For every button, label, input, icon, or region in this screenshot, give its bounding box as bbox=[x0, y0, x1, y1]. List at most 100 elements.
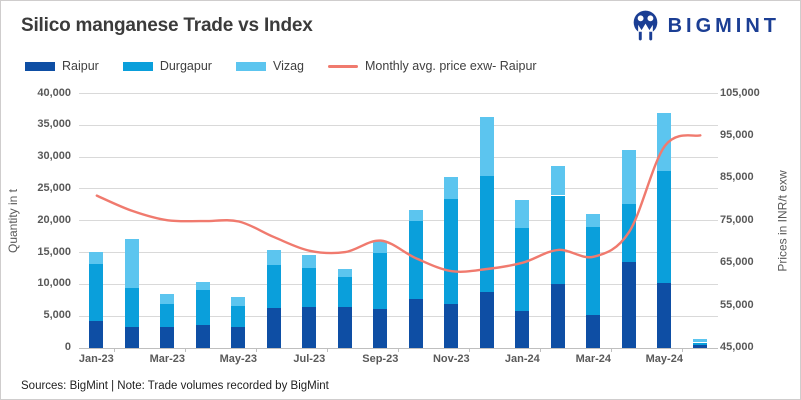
gridline bbox=[78, 124, 718, 126]
left-axis-tick-label: 30,000 bbox=[37, 150, 71, 163]
bar-segment-raipur bbox=[373, 309, 388, 348]
bar-segment-raipur bbox=[160, 327, 175, 348]
bigmint-icon bbox=[632, 10, 659, 44]
bar-segment-vizag bbox=[586, 213, 601, 227]
bar-segment-durgapur bbox=[231, 306, 246, 328]
price-line bbox=[95, 134, 701, 273]
bar-segment-durgapur bbox=[444, 198, 459, 304]
bar-segment-raipur bbox=[479, 292, 494, 348]
x-axis-tick bbox=[540, 348, 541, 352]
x-axis-tick bbox=[682, 348, 683, 352]
bar-segment-vizag bbox=[231, 296, 246, 307]
gridline bbox=[78, 220, 718, 222]
gridline bbox=[78, 315, 718, 317]
bar-segment-raipur bbox=[337, 307, 352, 348]
legend-item-raipur: Raipur bbox=[25, 59, 99, 73]
bar-segment-raipur bbox=[550, 283, 565, 348]
bar-segment-durgapur bbox=[515, 227, 530, 312]
x-axis-tick bbox=[185, 348, 186, 352]
x-axis-tick bbox=[469, 348, 470, 352]
price-line-chart bbox=[95, 134, 701, 273]
left-axis-tick-label: 10,000 bbox=[37, 277, 71, 290]
bar-segment-raipur bbox=[408, 299, 423, 348]
bar-segment-vizag bbox=[515, 199, 530, 228]
brand-logo: BIGMINT bbox=[630, 9, 780, 44]
bar-segment-raipur bbox=[657, 282, 672, 348]
bar-segment-vizag bbox=[657, 113, 672, 171]
bar-segment-vizag bbox=[160, 294, 175, 304]
bar-segment-vizag bbox=[479, 116, 494, 176]
x-axis-tick bbox=[398, 348, 399, 352]
legend-item-vizag: Vizag bbox=[235, 59, 304, 73]
bar-segment-raipur bbox=[266, 308, 281, 348]
bar-segment-raipur bbox=[231, 327, 246, 348]
bar-segment-raipur bbox=[586, 315, 601, 348]
source-note: Sources: BigMint | Note: Trade volumes r… bbox=[21, 380, 329, 392]
bar-segment-vizag bbox=[692, 339, 707, 343]
x-axis-label: Mar-24 bbox=[575, 353, 612, 365]
x-axis-label: May-24 bbox=[645, 353, 683, 365]
bar-segment-raipur bbox=[89, 320, 104, 348]
legend-label: Monthly avg. price exw- Raipur bbox=[365, 59, 537, 73]
right-axis-tick-label: 75,000 bbox=[720, 213, 754, 226]
gridline bbox=[78, 156, 718, 158]
bar-segment-durgapur bbox=[302, 268, 317, 308]
bar-segment-raipur bbox=[444, 303, 459, 348]
x-axis-label: Jan-24 bbox=[504, 353, 540, 365]
x-axis-label: Nov-23 bbox=[432, 353, 470, 365]
bar-segment-durgapur bbox=[550, 195, 565, 284]
left-axis-tick-label: 25,000 bbox=[37, 181, 71, 194]
bar-segment-durgapur bbox=[373, 252, 388, 310]
bar-segment-durgapur bbox=[266, 264, 281, 309]
bar-segment-durgapur bbox=[657, 170, 672, 283]
page-title: Silico manganese Trade vs Index bbox=[21, 15, 313, 36]
bar-segment-durgapur bbox=[692, 342, 707, 345]
vizag-swatch-icon bbox=[235, 61, 266, 71]
bar-segment-vizag bbox=[266, 249, 281, 265]
bar-segment-durgapur bbox=[124, 287, 139, 327]
left-axis-tick-label: 5,000 bbox=[43, 309, 71, 322]
bar-segment-durgapur bbox=[408, 220, 423, 300]
legend-label: Raipur bbox=[62, 59, 99, 73]
x-axis-label: Jan-23 bbox=[78, 353, 114, 365]
left-axis-tick-label: 15,000 bbox=[37, 245, 71, 258]
bar-segment-vizag bbox=[302, 255, 317, 268]
x-axis-tick bbox=[256, 348, 257, 352]
x-axis-label: Mar-23 bbox=[149, 353, 186, 365]
bar-segment-durgapur bbox=[479, 175, 494, 293]
left-axis-tick-label: 40,000 bbox=[37, 86, 71, 99]
bar-segment-durgapur bbox=[586, 226, 601, 316]
legend-item-durgapur: Durgapur bbox=[122, 59, 212, 73]
legend-label: Durgapur bbox=[159, 59, 212, 73]
bar-segment-vizag bbox=[124, 239, 139, 288]
bar-segment-vizag bbox=[195, 281, 210, 291]
x-axis-tick bbox=[327, 348, 328, 352]
bar-segment-vizag bbox=[337, 268, 352, 277]
bar-segment-vizag bbox=[550, 166, 565, 196]
x-axis-label: May-23 bbox=[219, 353, 257, 365]
legend-label: Vizag bbox=[272, 59, 304, 73]
x-axis-tick bbox=[114, 348, 115, 352]
legend: Raipur Durgapur Vizag Monthly avg. price… bbox=[25, 59, 537, 73]
left-axis-tick-label: 0 bbox=[64, 341, 71, 353]
bar-segment-raipur bbox=[621, 261, 636, 348]
bar-segment-raipur bbox=[195, 325, 210, 348]
bar-segment-vizag bbox=[89, 252, 104, 264]
bar-segment-raipur bbox=[515, 311, 530, 348]
bar-segment-durgapur bbox=[337, 276, 352, 308]
brand-name: BIGMINT bbox=[667, 15, 780, 37]
right-axis-tick-label: 105,000 bbox=[720, 86, 760, 99]
x-axis-tick bbox=[611, 348, 612, 352]
right-axis-tick-label: 85,000 bbox=[720, 171, 754, 184]
gridline bbox=[78, 93, 718, 94]
bar-segment-vizag bbox=[444, 177, 459, 199]
x-axis-label: Sep-23 bbox=[362, 353, 399, 365]
x-axis-label: Jul-23 bbox=[293, 353, 326, 365]
bar-segment-raipur bbox=[692, 345, 707, 348]
bar-segment-durgapur bbox=[195, 290, 210, 326]
gridline bbox=[78, 252, 718, 254]
price-line-swatch-icon bbox=[328, 64, 358, 68]
bar-segment-durgapur bbox=[160, 303, 175, 328]
durgapur-swatch-icon bbox=[122, 61, 153, 71]
